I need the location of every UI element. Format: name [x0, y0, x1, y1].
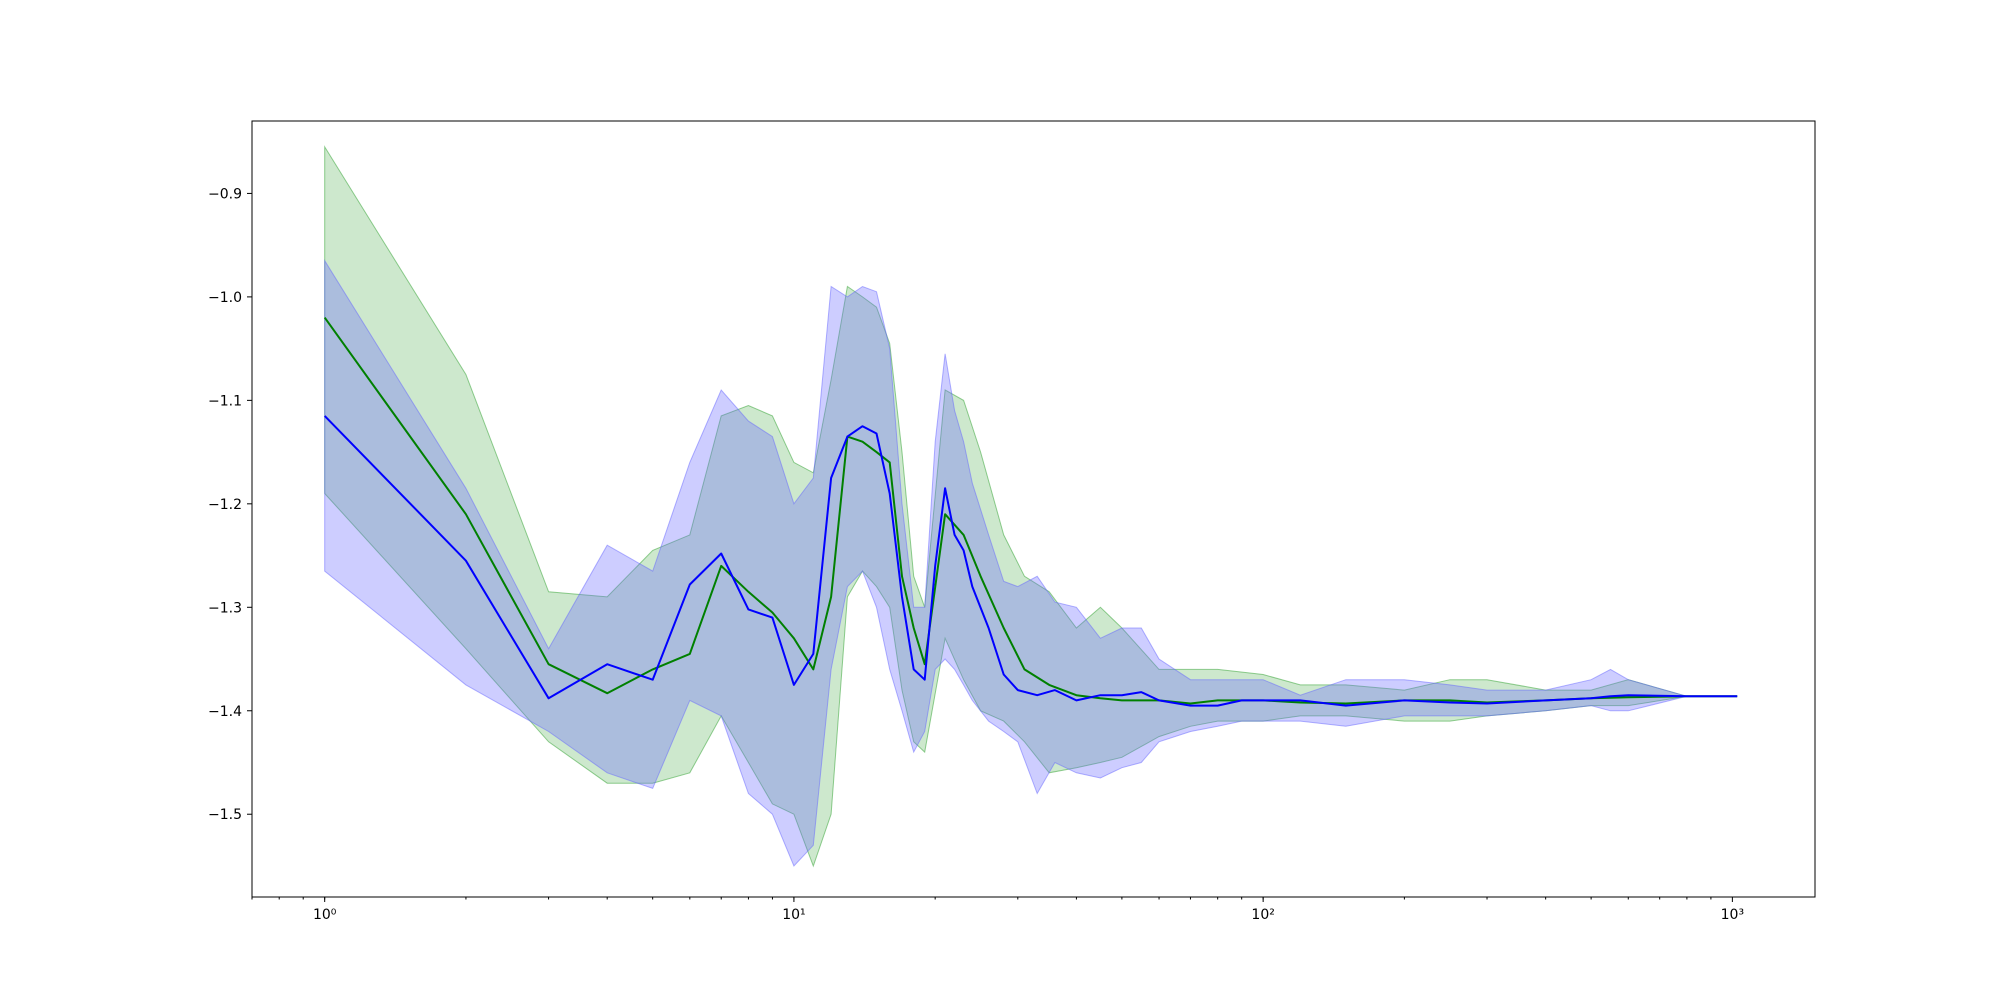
- x-axis: 10⁰ 10¹ 10² 10³: [251, 897, 1744, 923]
- y-axis: −0.9 −1.0 −1.1 −1.2 −1.3 −1.4 −1.5: [208, 186, 252, 823]
- x-tick-label: 10³: [1721, 907, 1744, 923]
- y-tick-label: −0.9: [208, 186, 242, 202]
- x-tick-label: 10²: [1251, 907, 1274, 923]
- y-tick-label: −1.4: [208, 704, 242, 720]
- plot-frame: [251, 120, 1816, 898]
- y-tick-label: −1.0: [208, 290, 242, 306]
- series-lines: [323, 317, 1738, 707]
- x-tick-label: 10¹: [782, 907, 805, 923]
- y-tick-label: −1.1: [208, 393, 242, 409]
- x-tick-label: 10⁰: [313, 907, 337, 923]
- y-tick-label: −1.3: [208, 600, 242, 616]
- series-2-line: [323, 415, 1738, 707]
- y-tick-label: −1.5: [208, 807, 242, 823]
- y-tick-label: −1.2: [208, 497, 242, 513]
